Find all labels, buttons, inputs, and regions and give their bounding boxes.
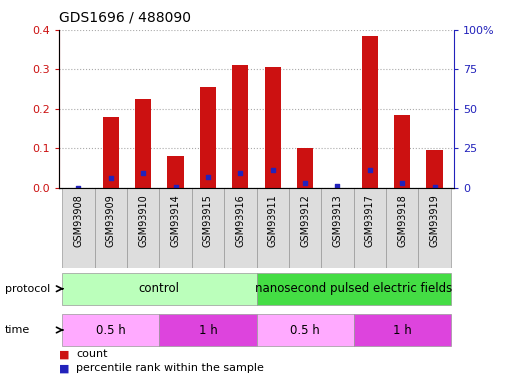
Bar (94, 188, 127, 268)
Bar (297, 148, 313, 188)
Bar (362, 36, 378, 188)
Bar (103, 117, 119, 188)
Text: GSM93917: GSM93917 (365, 194, 375, 247)
Text: time: time (5, 325, 30, 335)
Point (301, 180, 309, 186)
Point (430, 184, 439, 190)
Text: 1 h: 1 h (393, 324, 411, 336)
Point (74, 184, 83, 190)
Point (107, 175, 115, 181)
Bar (200, 87, 216, 188)
Text: GSM93911: GSM93911 (268, 194, 278, 247)
Text: control: control (139, 282, 180, 295)
Bar (62, 188, 94, 268)
Text: GSM93915: GSM93915 (203, 194, 213, 247)
Bar (160, 314, 256, 346)
Text: GSM93910: GSM93910 (138, 194, 148, 247)
Bar (167, 156, 184, 188)
Text: 1 h: 1 h (199, 324, 218, 336)
Bar (256, 314, 353, 346)
Text: GSM93909: GSM93909 (106, 194, 116, 247)
Text: protocol: protocol (5, 284, 50, 294)
Point (236, 170, 244, 176)
Text: 0.5 h: 0.5 h (96, 324, 126, 336)
Text: GSM93908: GSM93908 (73, 194, 84, 247)
Text: GSM93918: GSM93918 (397, 194, 407, 247)
Bar (426, 150, 443, 188)
Text: percentile rank within the sample: percentile rank within the sample (76, 363, 264, 373)
Text: GDS1696 / 488090: GDS1696 / 488090 (59, 10, 191, 24)
Point (139, 170, 147, 176)
Text: GSM93914: GSM93914 (170, 194, 181, 247)
Point (269, 167, 277, 173)
Text: ■: ■ (59, 350, 73, 359)
Bar (265, 68, 281, 188)
Bar (353, 188, 386, 268)
Text: nanosecond pulsed electric fields: nanosecond pulsed electric fields (255, 282, 452, 295)
Bar (232, 65, 248, 188)
Bar (419, 188, 451, 268)
Bar (62, 314, 160, 346)
Point (333, 183, 342, 189)
Bar (353, 314, 451, 346)
Point (398, 180, 406, 186)
Bar (224, 188, 256, 268)
Text: count: count (76, 350, 107, 359)
Text: GSM93919: GSM93919 (429, 194, 440, 247)
Bar (256, 273, 451, 305)
Bar (321, 188, 353, 268)
Bar (135, 99, 151, 188)
Bar (62, 273, 256, 305)
Bar (289, 188, 321, 268)
Bar (386, 188, 419, 268)
Text: ■: ■ (59, 363, 73, 373)
Text: GSM93912: GSM93912 (300, 194, 310, 247)
Point (171, 184, 180, 190)
Text: GSM93913: GSM93913 (332, 194, 343, 247)
Point (204, 174, 212, 180)
Bar (394, 115, 410, 188)
Text: GSM93916: GSM93916 (235, 194, 245, 247)
Text: 0.5 h: 0.5 h (290, 324, 320, 336)
Bar (192, 188, 224, 268)
Bar (256, 188, 289, 268)
Bar (160, 188, 192, 268)
Bar (127, 188, 160, 268)
Point (366, 167, 374, 173)
